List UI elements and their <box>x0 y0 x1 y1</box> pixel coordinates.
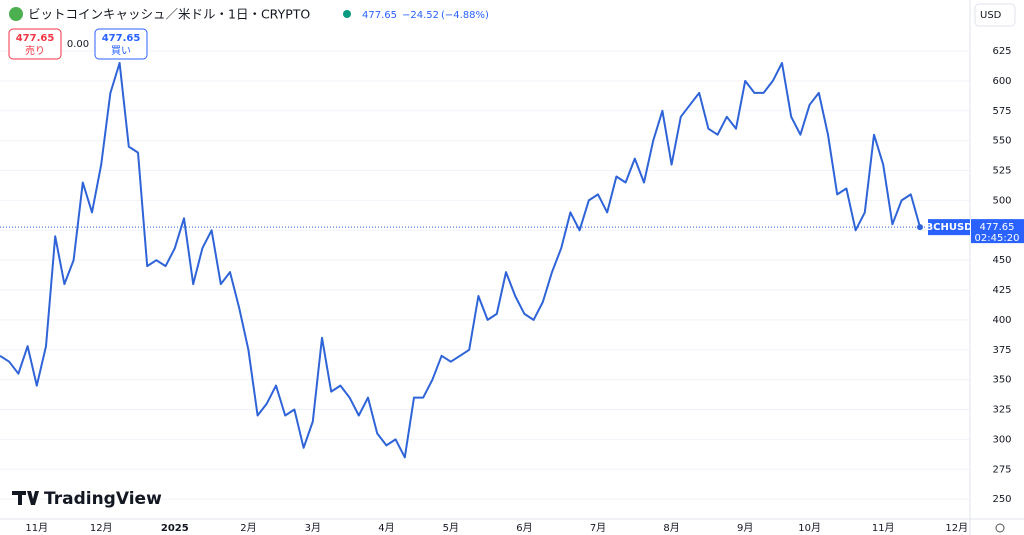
x-tick-label: 12月 <box>90 522 113 534</box>
x-tick-label: 2月 <box>240 522 256 534</box>
y-tick-label: 575 <box>992 106 1011 117</box>
coin-icon <box>9 7 23 21</box>
chart-title: ビットコインキャッシュ／米ドル・1日・CRYPTO <box>28 7 310 22</box>
y-tick-label: 300 <box>992 434 1011 445</box>
y-tick-label: 625 <box>992 46 1011 57</box>
countdown: 02:45:20 <box>975 233 1020 244</box>
y-tick-label: 525 <box>992 166 1011 177</box>
x-tick-label: 4月 <box>378 522 394 534</box>
x-tick-label: 12月 <box>945 522 968 534</box>
settings-icon[interactable] <box>995 523 1005 533</box>
y-tick-label: 325 <box>992 405 1011 416</box>
x-tick-label: 11月 <box>25 522 48 534</box>
currency: USD <box>980 10 1002 21</box>
x-tick-label: 10月 <box>798 522 821 534</box>
symbol-tag-label: BCHUSD <box>926 222 973 233</box>
currency-button[interactable] <box>974 3 1016 27</box>
x-tick-label: 3月 <box>305 522 321 534</box>
buy-label: 買い <box>111 45 131 57</box>
symbol-tag <box>928 219 970 236</box>
sell-button[interactable] <box>8 28 62 60</box>
x-tick-label: 9月 <box>737 522 753 534</box>
sell-price: 477.65 <box>16 33 55 44</box>
y-tick-label: 600 <box>992 76 1011 87</box>
header-price: 477.65 <box>362 10 397 21</box>
header-change-pct: (−4.88%) <box>441 10 489 21</box>
buy-button[interactable] <box>94 28 148 60</box>
y-tick-label: 500 <box>992 195 1011 206</box>
header-change: −24.52 <box>402 10 439 21</box>
logo-text: TradingView <box>44 489 162 509</box>
y-tick-label: 375 <box>992 345 1011 356</box>
x-tick-label: 7月 <box>590 522 606 534</box>
y-tick-label: 550 <box>992 136 1011 147</box>
price-line <box>0 62 921 459</box>
price-tag-label: 477.65 <box>980 222 1015 233</box>
sell-label: 売り <box>25 44 45 57</box>
logo-mark <box>12 491 39 505</box>
y-tick-label: 425 <box>992 285 1011 296</box>
plot-area <box>0 50 970 500</box>
spread: 0.00 <box>67 39 89 50</box>
price-tag <box>971 219 1024 244</box>
y-tick-label: 400 <box>992 315 1011 326</box>
y-tick-label: 250 <box>992 494 1011 505</box>
x-tick-label: 6月 <box>516 522 532 534</box>
x-tick-label: 11月 <box>872 522 895 534</box>
x-tick-label: 2025 <box>161 523 189 534</box>
y-tick-label: 350 <box>992 375 1011 386</box>
status-dot <box>343 10 351 18</box>
y-tick-label: 275 <box>992 464 1011 475</box>
y-tick-label: 450 <box>992 255 1011 266</box>
x-tick-label: 8月 <box>663 522 679 534</box>
x-tick-label: 5月 <box>443 522 459 534</box>
last-point <box>917 224 923 231</box>
buy-price: 477.65 <box>102 33 141 44</box>
